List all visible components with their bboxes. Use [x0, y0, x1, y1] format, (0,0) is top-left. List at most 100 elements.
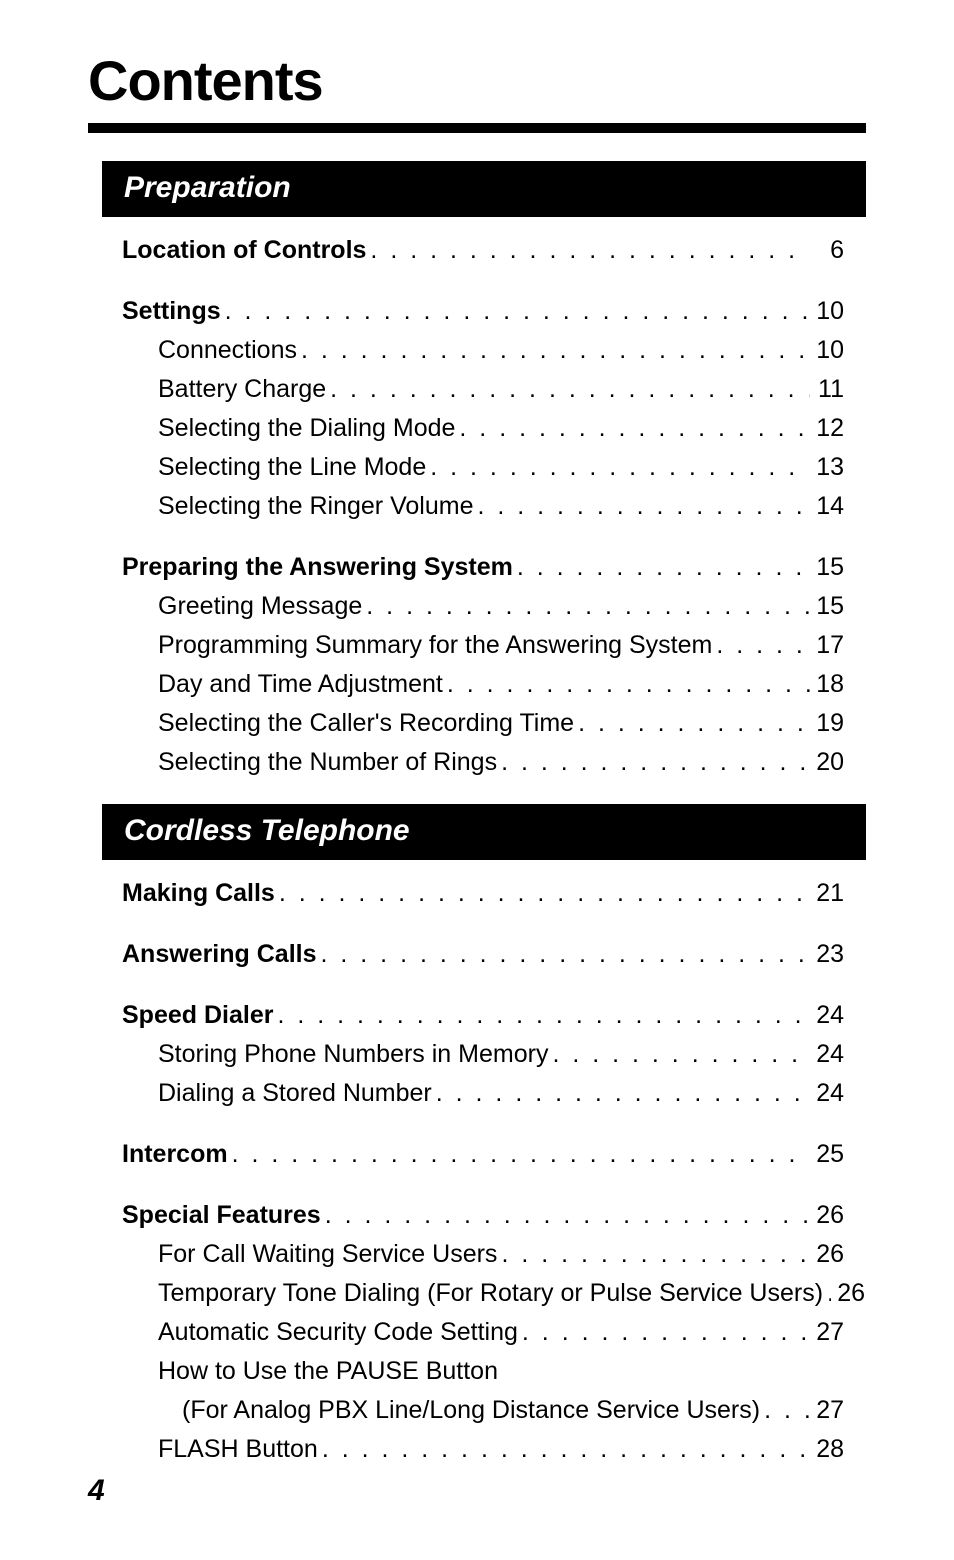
toc-label: Greeting Message	[158, 587, 362, 626]
toc-label: Selecting the Ringer Volume	[158, 487, 473, 526]
toc-label: Automatic Security Code Setting	[158, 1313, 518, 1352]
toc-label: Speed Dialer	[122, 996, 273, 1035]
toc-page: 21	[810, 874, 844, 913]
toc-entry: Location of Controls 6	[122, 231, 844, 270]
toc-page: 6	[810, 231, 844, 270]
toc-page: 12	[810, 409, 844, 448]
toc-leader	[326, 370, 810, 409]
toc-entry: Automatic Security Code Setting 27	[122, 1313, 844, 1352]
toc-leader	[574, 704, 810, 743]
toc-page: 27	[810, 1391, 844, 1430]
toc-entry: Dialing a Stored Number 24	[122, 1074, 844, 1113]
toc-leader	[318, 1430, 810, 1469]
toc-page: 18	[810, 665, 844, 704]
toc-page: 26	[810, 1235, 844, 1274]
toc-group: Answering Calls 23	[88, 935, 866, 974]
toc-leader	[712, 626, 810, 665]
toc-entry: Selecting the Number of Rings 20	[122, 743, 844, 782]
toc-label: Selecting the Caller's Recording Time	[158, 704, 574, 743]
toc-entry: Programming Summary for the Answering Sy…	[122, 626, 844, 665]
toc-sublabel: (For Analog PBX Line/Long Distance Servi…	[182, 1391, 760, 1430]
toc-label: Day and Time Adjustment	[158, 665, 443, 704]
toc-entry: Intercom 25	[122, 1135, 844, 1174]
toc-entry: Selecting the Caller's Recording Time 19	[122, 704, 844, 743]
toc-entry: Answering Calls 23	[122, 935, 844, 974]
toc-page: 27	[810, 1313, 844, 1352]
toc-group: Speed Dialer 24 Storing Phone Numbers in…	[88, 996, 866, 1113]
toc-label: Intercom	[122, 1135, 228, 1174]
toc-group: Settings 10 Connections 10 Battery Charg…	[88, 292, 866, 526]
toc-entry-multiline: How to Use the PAUSE Button (For Analog …	[122, 1352, 844, 1430]
toc-entry: Selecting the Line Mode 13	[122, 448, 844, 487]
toc-leader	[317, 935, 811, 974]
toc-leader	[273, 996, 810, 1035]
toc-leader	[443, 665, 810, 704]
toc-page: 25	[810, 1135, 844, 1174]
toc-page: 24	[810, 1074, 844, 1113]
toc-leader	[297, 331, 810, 370]
toc-label: How to Use the PAUSE Button	[122, 1352, 844, 1391]
section-heading-cordless-telephone: Cordless Telephone	[102, 804, 866, 860]
toc-page: 24	[810, 996, 844, 1035]
toc-entry: FLASH Button 28	[122, 1430, 844, 1469]
toc-page: 24	[810, 1035, 844, 1074]
toc-label: Answering Calls	[122, 935, 317, 974]
page-title: Contents	[88, 48, 866, 113]
toc-entry: Special Features 26	[122, 1196, 844, 1235]
toc-leader	[426, 448, 810, 487]
toc-page: 11	[810, 370, 844, 409]
toc-group: Intercom 25	[88, 1135, 866, 1174]
toc-page: 26	[831, 1274, 865, 1313]
toc-leader	[473, 487, 810, 526]
toc-leader	[513, 548, 810, 587]
title-rule	[88, 123, 866, 133]
page-number: 4	[88, 1474, 105, 1508]
toc-entry: Settings 10	[122, 292, 844, 331]
toc-label: Temporary Tone Dialing (For Rotary or Pu…	[158, 1274, 823, 1313]
toc-page: 19	[810, 704, 844, 743]
toc-leader	[823, 1274, 831, 1313]
toc-label: Selecting the Dialing Mode	[158, 409, 455, 448]
toc-label: Selecting the Line Mode	[158, 448, 426, 487]
toc-page: 28	[810, 1430, 844, 1469]
toc-entry: Greeting Message 15	[122, 587, 844, 626]
toc-leader	[760, 1391, 810, 1430]
toc-entry: Preparing the Answering System 15	[122, 548, 844, 587]
toc-entry: Temporary Tone Dialing (For Rotary or Pu…	[122, 1274, 844, 1313]
toc-leader	[497, 1235, 810, 1274]
toc-leader	[518, 1313, 810, 1352]
toc-label: Dialing a Stored Number	[158, 1074, 432, 1113]
toc-label: Settings	[122, 292, 221, 331]
toc-group: Preparing the Answering System 15 Greeti…	[88, 548, 866, 782]
toc-page: 26	[810, 1196, 844, 1235]
toc-entry: For Call Waiting Service Users 26	[122, 1235, 844, 1274]
toc-page: 14	[810, 487, 844, 526]
toc-leader	[221, 292, 810, 331]
toc-leader	[455, 409, 810, 448]
toc-entry: Day and Time Adjustment 18	[122, 665, 844, 704]
toc-page: 10	[810, 292, 844, 331]
toc-label: Programming Summary for the Answering Sy…	[158, 626, 712, 665]
toc-leader	[362, 587, 810, 626]
toc-leader	[497, 743, 810, 782]
toc-leader	[366, 231, 810, 270]
toc-entry: (For Analog PBX Line/Long Distance Servi…	[122, 1391, 844, 1430]
toc-label: Connections	[158, 331, 297, 370]
toc-page: 13	[810, 448, 844, 487]
toc-page: 23	[810, 935, 844, 974]
toc-group: Location of Controls 6	[88, 231, 866, 270]
toc-page: 17	[810, 626, 844, 665]
toc-label: Battery Charge	[158, 370, 326, 409]
toc-label: FLASH Button	[158, 1430, 318, 1469]
toc-label: Selecting the Number of Rings	[158, 743, 497, 782]
toc-leader	[321, 1196, 810, 1235]
toc-group: Special Features 26 For Call Waiting Ser…	[88, 1196, 866, 1469]
toc-label: Storing Phone Numbers in Memory	[158, 1035, 548, 1074]
toc-entry: Selecting the Dialing Mode 12	[122, 409, 844, 448]
toc-page: 10	[810, 331, 844, 370]
toc-entry: Selecting the Ringer Volume 14	[122, 487, 844, 526]
toc-entry: Speed Dialer 24	[122, 996, 844, 1035]
toc-leader	[432, 1074, 810, 1113]
toc-page: 15	[810, 587, 844, 626]
toc-label: Making Calls	[122, 874, 275, 913]
